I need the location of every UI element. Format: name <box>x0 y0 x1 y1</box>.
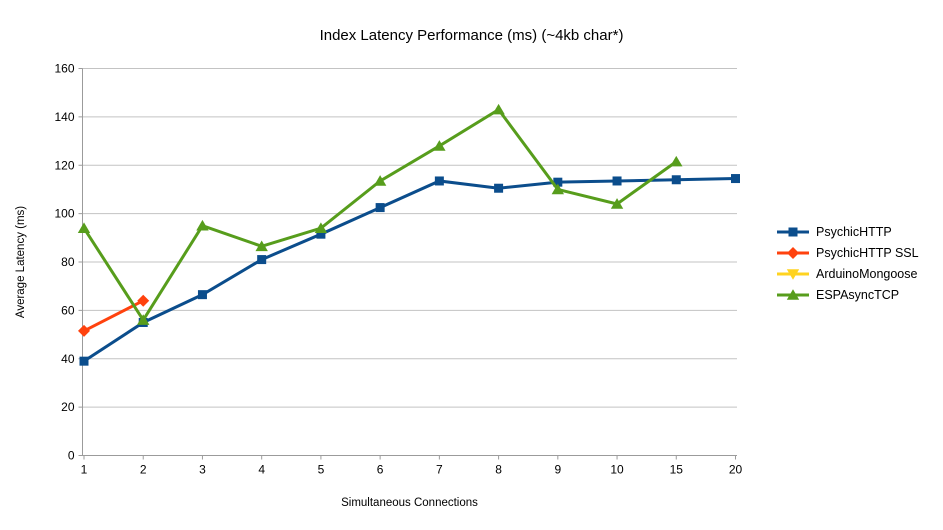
legend-marker-triangle-down <box>777 268 809 280</box>
y-tick-label: 20 <box>61 400 75 414</box>
marker-square <box>197 290 207 300</box>
marker-square <box>494 183 504 193</box>
marker-triangle-up <box>373 175 387 186</box>
x-tick-label: 10 <box>610 463 624 477</box>
legend-item-espasynctcp: ESPAsyncTCP <box>776 286 919 303</box>
legend-item-psychichttp-ssl: PsychicHTTP SSL <box>776 244 919 261</box>
x-tick-label: 2 <box>140 463 147 477</box>
marker-square <box>375 203 385 213</box>
legend-label: ArduinoMongoose <box>816 266 918 281</box>
series-psychichttp <box>79 174 740 366</box>
marker-square <box>79 356 89 366</box>
gridlines <box>82 68 737 408</box>
x-tick-label: 6 <box>377 463 384 477</box>
marker-triangle-up <box>786 288 800 300</box>
x-tick-label: 15 <box>670 463 684 477</box>
legend-item-arduinomongoose: ArduinoMongoose <box>776 265 919 282</box>
marker-triangle-up <box>314 222 328 233</box>
marker-square <box>731 174 740 184</box>
marker-triangle-up <box>77 222 91 233</box>
marker-square <box>788 227 798 236</box>
y-tick-label: 40 <box>61 352 75 366</box>
marker-triangle-up <box>492 103 505 115</box>
series-line <box>82 107 678 323</box>
legend-item-psychichttp: PsychicHTTP <box>776 223 919 240</box>
marker-triangle-up <box>137 314 150 325</box>
y-tick-label: 0 <box>68 449 75 463</box>
ticks: 0 20 40 60 80 100 120 140 160 1 2 3 4 5 6 7 8 9 10 15 20 <box>54 62 742 477</box>
x-tick-label: 8 <box>495 463 502 477</box>
marker-diamond <box>787 246 799 259</box>
y-tick-label: 120 <box>54 158 74 172</box>
marker-square <box>434 176 444 186</box>
legend: PsychicHTTP PsychicHTTP SSL ArduinoMongoos… <box>776 223 919 303</box>
x-tick-label: 20 <box>729 463 743 477</box>
x-tick-label: 5 <box>318 463 325 477</box>
marker-triangle-up <box>433 140 446 151</box>
marker-triangle-up <box>255 240 268 252</box>
x-tick-label: 3 <box>199 463 206 477</box>
series-psychichttp-ssl <box>78 294 150 337</box>
marker-square <box>553 177 563 187</box>
legend-label: ESPAsyncTCP <box>816 287 900 302</box>
marker-square <box>612 176 622 186</box>
marker-square <box>257 255 267 265</box>
legend-marker-triangle-up <box>777 288 809 300</box>
marker-square <box>671 175 681 185</box>
marker-triangle-up <box>196 219 209 231</box>
marker-triangle-up <box>610 198 624 209</box>
marker-triangle-down <box>786 268 800 280</box>
x-axis-label: Simultaneous Connections <box>341 497 478 509</box>
marker-diamond <box>78 324 90 337</box>
y-tick-label: 100 <box>54 207 74 221</box>
legend-label: PsychicHTTP SSL <box>816 245 919 260</box>
x-tick-label: 7 <box>436 463 443 477</box>
marker-square <box>316 229 326 239</box>
marker-triangle-up <box>551 183 565 195</box>
y-tick-label: 160 <box>54 62 74 76</box>
legend-label: PsychicHTTP <box>816 224 892 239</box>
marker-triangle-up <box>670 155 683 167</box>
x-tick-label: 1 <box>81 463 88 477</box>
legend-marker-diamond <box>777 246 809 259</box>
legend-marker-square <box>777 227 809 236</box>
series-espasynctcp <box>77 103 683 325</box>
y-tick-label: 80 <box>61 255 75 269</box>
x-tick-label: 4 <box>258 463 265 477</box>
series-line <box>83 177 736 363</box>
chart-title: Index Latency Performance (ms) (~4kb cha… <box>319 27 624 44</box>
marker-diamond <box>137 294 150 307</box>
y-axis-label: Average Latency (ms) <box>15 205 27 319</box>
y-tick-label: 60 <box>61 303 75 317</box>
y-tick-label: 140 <box>54 110 74 124</box>
x-tick-label: 9 <box>554 463 561 477</box>
